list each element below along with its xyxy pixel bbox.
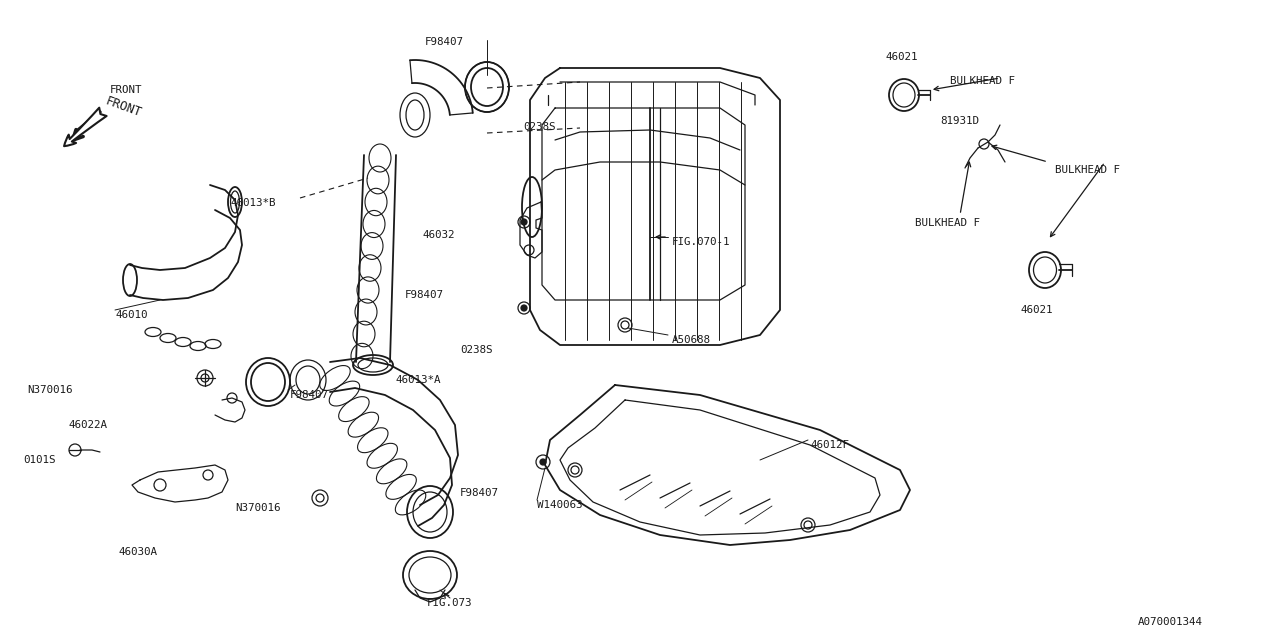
Text: W140063: W140063 bbox=[538, 500, 582, 510]
Text: FIG.070-1: FIG.070-1 bbox=[672, 237, 731, 247]
Text: F98407: F98407 bbox=[460, 488, 499, 498]
Text: 0238S: 0238S bbox=[460, 345, 493, 355]
Text: F98407: F98407 bbox=[425, 37, 465, 47]
Text: 46030A: 46030A bbox=[118, 547, 157, 557]
Text: 46021: 46021 bbox=[1020, 305, 1052, 315]
Text: FRONT: FRONT bbox=[110, 85, 142, 95]
Text: N370016: N370016 bbox=[27, 385, 73, 395]
Circle shape bbox=[521, 219, 527, 225]
Text: 0238S: 0238S bbox=[524, 122, 556, 132]
Text: BULKHEAD F: BULKHEAD F bbox=[1055, 165, 1120, 175]
Text: FIG.073: FIG.073 bbox=[428, 598, 472, 608]
Circle shape bbox=[540, 459, 547, 465]
Text: A070001344: A070001344 bbox=[1138, 617, 1203, 627]
Text: 46022A: 46022A bbox=[68, 420, 108, 430]
Text: FRONT: FRONT bbox=[104, 95, 143, 120]
Text: 81931D: 81931D bbox=[940, 116, 979, 126]
Text: 46010: 46010 bbox=[115, 310, 147, 320]
Text: F98407: F98407 bbox=[404, 290, 444, 300]
Text: BULKHEAD F: BULKHEAD F bbox=[950, 76, 1015, 86]
Text: 46021: 46021 bbox=[884, 52, 918, 62]
Text: 0101S: 0101S bbox=[23, 455, 55, 465]
Text: 46013*B: 46013*B bbox=[230, 198, 275, 208]
Text: BULKHEAD F: BULKHEAD F bbox=[915, 218, 980, 228]
Text: F98407: F98407 bbox=[291, 390, 329, 400]
Text: 46013*A: 46013*A bbox=[396, 375, 440, 385]
Circle shape bbox=[521, 305, 527, 311]
Text: 46032: 46032 bbox=[422, 230, 454, 240]
Text: A50688: A50688 bbox=[672, 335, 710, 345]
Text: N370016: N370016 bbox=[236, 503, 280, 513]
Text: 46012F: 46012F bbox=[810, 440, 849, 450]
